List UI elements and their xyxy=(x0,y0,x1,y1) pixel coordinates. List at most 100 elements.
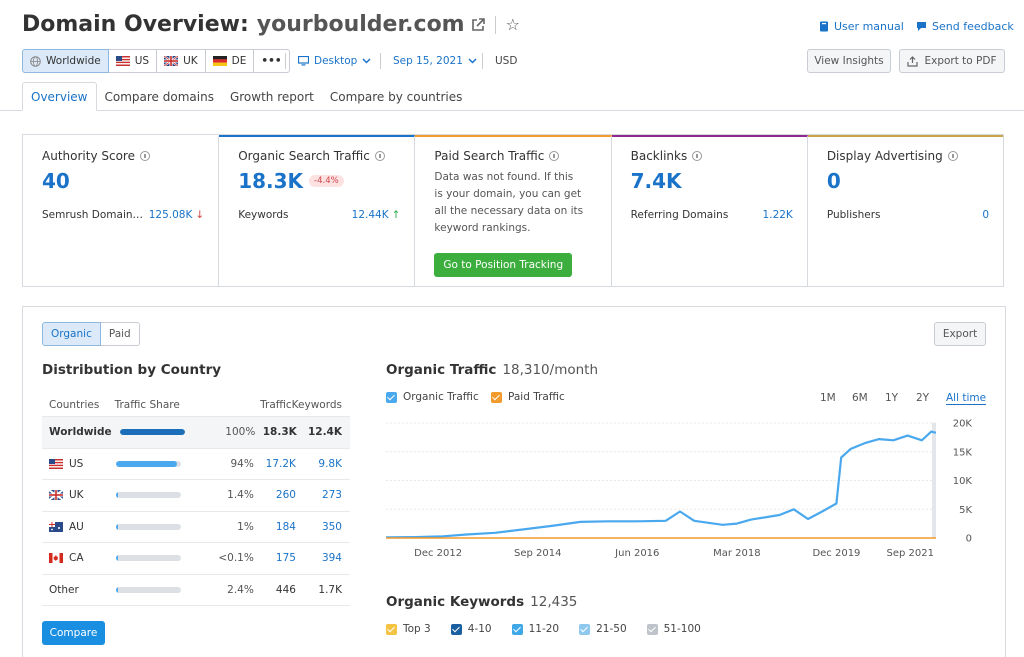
user-manual-link[interactable]: User manual xyxy=(819,20,904,33)
info-icon[interactable] xyxy=(947,151,958,161)
keywords-value: 12,435 xyxy=(530,594,578,610)
table-row[interactable]: UK 1.4% 260 273 xyxy=(42,480,350,512)
share-bar-cell xyxy=(108,492,208,499)
domain-name[interactable]: yourboulder.com xyxy=(256,12,465,37)
table-row[interactable]: Worldwide 100% 18.3K 12.4K xyxy=(42,417,350,449)
country-rows: Worldwide 100% 18.3K 12.4K US 94% 17.2K 9.8K UK 1… xyxy=(42,417,350,606)
range-all-time[interactable]: All time xyxy=(946,392,987,405)
organic-traffic-chart[interactable]: 0 5K 10K 15K 20K Dec 2012 Sep 2014 Jun 2016 Mar … xyxy=(386,414,986,564)
tab-compare-domains[interactable]: Compare domains xyxy=(104,89,214,104)
share-bar-cell xyxy=(112,429,210,436)
db-de-label: DE xyxy=(231,55,247,67)
table-row[interactable]: CA <0.1% 175 394 xyxy=(42,543,350,575)
card-title: Organic Search Traffic xyxy=(238,149,400,163)
organic-value: 18.3K xyxy=(238,169,304,193)
authority-score-card[interactable]: Authority Score 40 Semrush Domain… 125.0… xyxy=(23,135,220,286)
country-cell: CA xyxy=(42,552,108,564)
db-us[interactable]: US xyxy=(108,49,158,73)
organic-sub-value: 12.44K xyxy=(351,209,389,221)
chart-subtitle: 18,310/month xyxy=(502,362,599,378)
info-icon[interactable] xyxy=(692,151,703,161)
traffic-value[interactable]: 184 xyxy=(275,520,296,533)
backlinks-sub-row: Referring Domains 1.22K xyxy=(631,209,793,221)
keyword-legend-label: 11-20 xyxy=(528,623,560,635)
change-badge: -4.4% xyxy=(309,175,344,187)
export-pdf-button[interactable]: Export to PDF xyxy=(899,49,1005,73)
authority-title: Authority Score xyxy=(42,149,135,163)
table-row[interactable]: Other 2.4% 446 1.7K xyxy=(42,575,350,606)
col-traffic[interactable]: Traffic xyxy=(260,398,292,411)
go-to-position-tracking-button[interactable]: Go to Position Tracking xyxy=(434,253,573,277)
range-6m[interactable]: 6M xyxy=(852,392,868,404)
y-tick-label: 10K xyxy=(953,476,973,487)
display-sub-label: Publishers xyxy=(826,209,881,221)
range-1y[interactable]: 1Y xyxy=(885,392,899,404)
traffic-value[interactable]: 260 xyxy=(275,489,296,502)
col-traffic-share[interactable]: Traffic Share xyxy=(114,398,180,411)
backlinks-card[interactable]: Backlinks 7.4K Referring Domains 1.22K xyxy=(611,135,808,286)
send-feedback-link[interactable]: Send feedback xyxy=(916,20,1014,33)
x-tick-label: Sep 2014 xyxy=(514,548,561,559)
legend-paid[interactable]: Paid Traffic xyxy=(491,391,565,403)
keyword-legend-item[interactable]: 4-10 xyxy=(450,623,492,635)
display-sub-value[interactable]: 0 xyxy=(982,209,990,221)
info-icon[interactable] xyxy=(139,151,150,161)
checkbox-icon xyxy=(386,391,397,403)
currency-label: USD xyxy=(495,55,518,67)
tab-growth-report[interactable]: Growth report xyxy=(229,89,314,104)
country-cell: Other xyxy=(42,584,108,596)
toggle-organic[interactable]: Organic xyxy=(42,322,101,346)
keyword-legend-item[interactable]: 51-100 xyxy=(646,623,701,635)
db-uk[interactable]: UK xyxy=(157,49,206,73)
organic-sub-value-link[interactable]: 12.44K ↑ xyxy=(352,209,401,221)
tab-compare-by-countries[interactable]: Compare by countries xyxy=(329,89,463,104)
legend-organic[interactable]: Organic Traffic xyxy=(386,391,479,403)
info-icon[interactable] xyxy=(549,151,560,161)
db-uk-label: UK xyxy=(183,55,198,67)
range-1m[interactable]: 1M xyxy=(820,392,836,404)
external-link-icon[interactable] xyxy=(471,17,485,32)
keywords-value[interactable]: 350 xyxy=(321,520,342,533)
range-2y[interactable]: 2Y xyxy=(916,392,930,404)
db-more-button[interactable]: ••• xyxy=(254,49,290,73)
db-worldwide[interactable]: Worldwide xyxy=(22,49,109,73)
device-select[interactable]: Desktop xyxy=(298,55,371,67)
compare-button[interactable]: Compare xyxy=(42,621,105,645)
export-button[interactable]: Export xyxy=(934,322,986,346)
organic-traffic-card[interactable]: Organic Search Traffic 18.3K -4.4% Keywor… xyxy=(219,135,416,286)
keywords-value[interactable]: 9.8K xyxy=(318,457,342,470)
keyword-legend-item[interactable]: Top 3 xyxy=(386,623,431,635)
keywords-legend: Top 3 4-10 11-20 21-50 51-100 xyxy=(386,623,701,635)
tab-overview[interactable]: Overview xyxy=(22,82,97,111)
display-advertising-card[interactable]: Display Advertising 0 Publishers 0 xyxy=(807,135,1004,286)
page-title: Domain Overview: yourboulder.com ☆ xyxy=(22,12,520,37)
authority-sub-value-link[interactable]: 125.08K ↓ xyxy=(149,209,204,221)
organic-traffic-line[interactable] xyxy=(386,430,937,539)
star-icon[interactable]: ☆ xyxy=(505,15,520,34)
traffic-value[interactable]: 175 xyxy=(275,552,296,565)
distribution-title: Distribution by Country xyxy=(42,362,222,378)
backlinks-sub-value[interactable]: 1.22K xyxy=(762,209,793,221)
toggle-paid[interactable]: Paid xyxy=(100,322,140,346)
keywords-value[interactable]: 394 xyxy=(321,552,342,565)
info-icon[interactable] xyxy=(374,151,385,161)
share-bar xyxy=(119,429,185,436)
chevron-down-icon xyxy=(468,58,477,64)
table-row[interactable]: AU 1% 184 350 xyxy=(42,512,350,543)
traffic-value[interactable]: 17.2K xyxy=(265,457,296,470)
col-keywords[interactable]: Keywords xyxy=(291,398,342,411)
country-name: UK xyxy=(69,489,84,502)
authority-sub-row: Semrush Domain… 125.08K ↓ xyxy=(42,209,204,221)
keywords-value[interactable]: 273 xyxy=(321,489,342,502)
organic-sub-label: Keywords xyxy=(238,209,289,221)
db-de[interactable]: DE xyxy=(205,49,255,73)
keyword-legend-item[interactable]: 11-20 xyxy=(511,623,560,635)
traffic-value: 18.3K xyxy=(262,426,297,439)
view-insights-button[interactable]: View Insights xyxy=(807,49,891,73)
table-row[interactable]: US 94% 17.2K 9.8K xyxy=(42,449,350,480)
keyword-legend-item[interactable]: 21-50 xyxy=(579,623,627,635)
col-countries[interactable]: Countries xyxy=(49,398,100,411)
date-select[interactable]: Sep 15, 2021 xyxy=(393,55,477,67)
share-bar-cell xyxy=(108,523,208,530)
organic-keywords-title: Organic Keywords 12,435 xyxy=(386,594,577,610)
